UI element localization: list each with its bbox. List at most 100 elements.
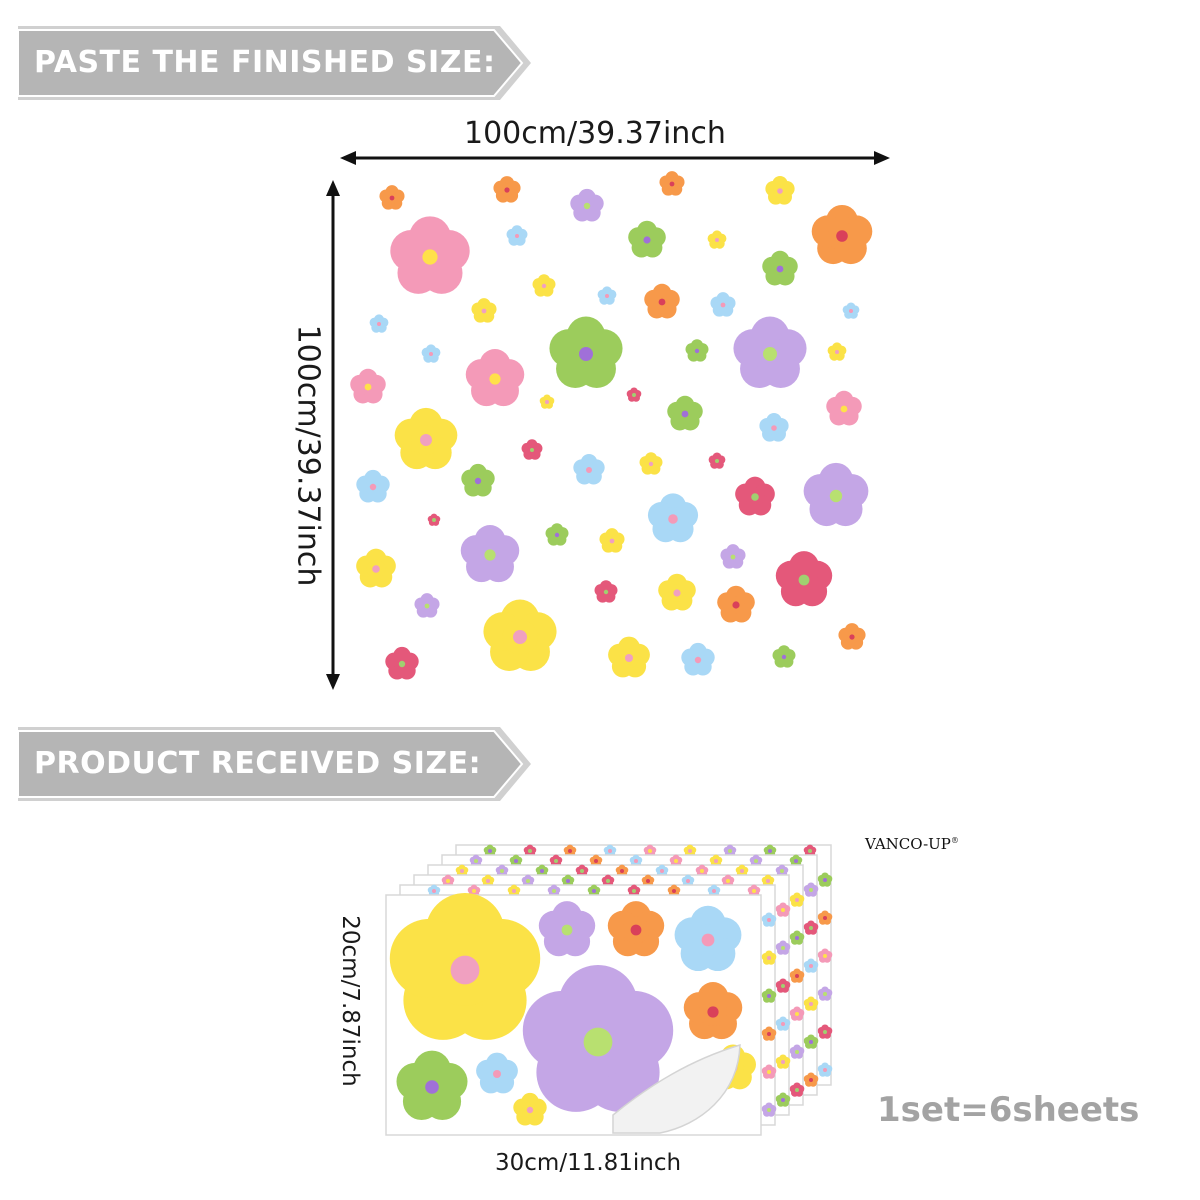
sheet-edge-flower xyxy=(775,1092,791,1107)
flower-sticker xyxy=(506,225,528,246)
flower-sticker xyxy=(838,623,866,650)
flower-sticker xyxy=(826,390,862,426)
flower-sticker xyxy=(659,171,685,196)
sheet-edge-flower xyxy=(803,1072,819,1087)
sheet-edge-flower xyxy=(761,950,777,965)
sticker-green xyxy=(396,1050,468,1121)
finished-height-label: 100cm/39.37inch xyxy=(290,324,326,587)
sheet-edge-flower xyxy=(817,948,833,963)
flower-sticker xyxy=(549,316,623,388)
flower-sticker xyxy=(471,298,497,323)
sheet-edge-flower xyxy=(735,864,749,877)
flower-sticker xyxy=(385,646,419,680)
flower-sticker xyxy=(356,469,390,503)
sheet-edge-flower xyxy=(683,844,697,857)
flower-sticker xyxy=(733,316,807,388)
sheet-edge-flower xyxy=(547,884,561,897)
flower-sticker xyxy=(461,463,495,497)
banner-arrow-shape xyxy=(18,26,531,100)
sheet-edge-flower xyxy=(509,854,523,867)
sheet-edge-flower xyxy=(789,968,805,983)
sheet-edge-flower xyxy=(627,884,641,897)
sheet-edge-flower xyxy=(817,1024,833,1039)
sticker-orange xyxy=(607,901,665,957)
flower-sticker xyxy=(573,453,605,485)
flower-sticker xyxy=(681,642,715,676)
sheet-edge-flower xyxy=(803,996,819,1011)
registered-mark: ® xyxy=(950,836,959,845)
flower-sticker xyxy=(759,413,789,442)
sheet-edge-flower xyxy=(775,1054,791,1069)
sheet-edge-flower xyxy=(817,910,833,925)
flower-sticker xyxy=(356,548,396,588)
received-width-label: 30cm/11.81inch xyxy=(495,1150,682,1176)
sheet-edge-flower xyxy=(629,854,643,867)
sticker-blue xyxy=(674,905,742,972)
flower-sticker xyxy=(521,439,543,460)
flower-sticker xyxy=(765,176,795,205)
sheet-edge-flower xyxy=(603,844,617,857)
flower-sticker xyxy=(539,394,555,409)
sticker-large-purple xyxy=(522,964,674,1112)
sheet-edge-flower xyxy=(775,1016,791,1031)
sheet-edge-flower xyxy=(761,1064,777,1079)
brand-logo: VANCO-UP® xyxy=(865,835,959,853)
finished-width-label: 100cm/39.37inch xyxy=(464,116,726,151)
received-height-label: 20cm/7.87inch xyxy=(337,915,363,1087)
received-size-label: PRODUCT RECEIVED SIZE: xyxy=(34,746,482,781)
flower-sticker xyxy=(658,573,696,611)
width-arrow-left-head xyxy=(340,151,356,165)
flower-sticker xyxy=(427,513,441,526)
finished-size-banner: PASTE THE FINISHED SIZE: xyxy=(18,24,533,102)
banner-arrow-shape xyxy=(18,727,531,801)
sticker-sheet-stack xyxy=(385,844,833,1136)
sheet-edge-flower xyxy=(803,958,819,973)
flower-sticker xyxy=(685,339,709,362)
flower-sticker xyxy=(626,387,642,402)
flower-sticker xyxy=(350,368,386,404)
flower-sticker xyxy=(772,645,796,668)
flower-sticker xyxy=(827,342,847,361)
sheet-edge-flower xyxy=(789,1082,805,1097)
sheet-edge-flower xyxy=(761,874,775,887)
finished-flower-layout xyxy=(350,171,873,680)
flower-sticker xyxy=(599,528,625,553)
flower-sticker xyxy=(644,283,680,319)
flower-sticker xyxy=(483,599,557,671)
flower-sticker xyxy=(460,525,520,583)
sheet-edge-flower xyxy=(761,1102,777,1117)
flower-sticker xyxy=(532,274,556,297)
sheet-edge-flower xyxy=(707,884,721,897)
sheet-edge-flower xyxy=(817,1062,833,1077)
sheet-edge-flower xyxy=(789,1044,805,1059)
flower-sticker xyxy=(708,452,726,469)
sheet-edge-flower xyxy=(775,940,791,955)
height-arrow-bottom-head xyxy=(326,674,340,690)
sheet-edge-flower xyxy=(803,1034,819,1049)
flower-sticker xyxy=(717,585,755,623)
sheet-edge-flower xyxy=(789,930,805,945)
sheet-edge-flower xyxy=(817,872,833,887)
flower-sticker xyxy=(647,493,699,543)
flower-sticker xyxy=(762,250,798,286)
sheet-edge-flower xyxy=(441,874,455,887)
flower-sticker xyxy=(414,593,440,618)
sticker-large-yellow xyxy=(389,892,541,1040)
flower-sticker xyxy=(628,220,666,258)
flower-sticker xyxy=(570,188,604,222)
flower-sticker xyxy=(811,204,873,265)
sheet-edge-flower xyxy=(789,1006,805,1021)
sticker-purple xyxy=(538,901,596,957)
flower-sticker xyxy=(394,407,458,470)
flower-sticker xyxy=(735,476,775,516)
flower-sticker xyxy=(803,462,869,527)
sheet-edge-flower xyxy=(575,864,589,877)
flower-sticker xyxy=(390,216,470,294)
flower-sticker xyxy=(493,176,521,203)
flower-sticker xyxy=(667,395,703,431)
flower-sticker xyxy=(842,302,860,319)
brand-name: VANCO-UP xyxy=(865,835,951,853)
sheet-edge-flower xyxy=(817,986,833,1001)
flower-sticker xyxy=(710,292,736,317)
